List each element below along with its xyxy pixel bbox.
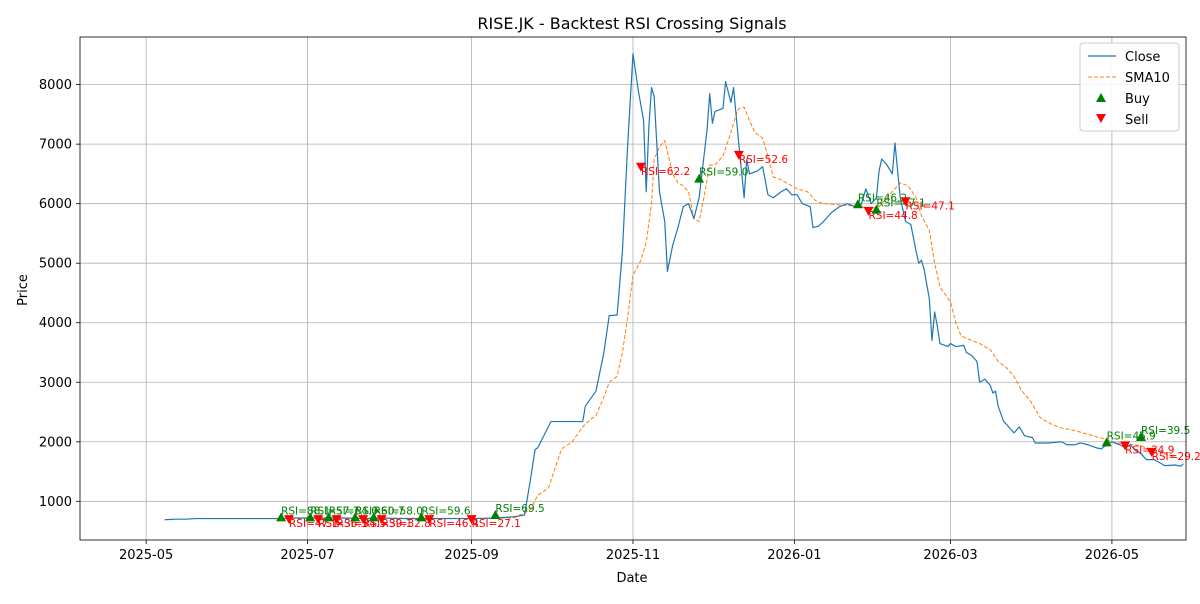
sell-marker (863, 206, 874, 216)
sell-rsi-label: RSI=62.2 (641, 166, 690, 178)
series-layer (164, 53, 1184, 521)
x-tick-label: 2025-09 (444, 548, 498, 563)
x-tick-label: 2026-05 (1085, 548, 1139, 563)
buy-rsi-label: RSI=64.0 (329, 505, 378, 517)
sell-marker (1146, 447, 1157, 457)
buy-rsi-label: RSI=47.1 (876, 198, 925, 210)
buy-rsi-label: RSI=39.5 (1141, 425, 1190, 437)
y-tick-label: 8000 (39, 78, 72, 93)
sell-marker (900, 197, 911, 207)
sell-marker (358, 515, 369, 525)
legend-sma-label: SMA10 (1125, 71, 1170, 86)
legend-buy-marker (1096, 93, 1106, 102)
buy-marker (1101, 437, 1112, 447)
sell-rsi-label: RSI=29.2 (1152, 451, 1200, 463)
sell-marker (331, 515, 342, 525)
buy-marker (490, 509, 501, 519)
x-tick-label: 2025-05 (119, 548, 173, 563)
buy-rsi-label: RSI=60.7 (355, 505, 404, 517)
legend-close-label: Close (1125, 50, 1160, 65)
signal-layer: RSI=88.1RSI=47.1RSI=57.7RSI=36.3RSI=64.0… (276, 150, 1200, 530)
sell-marker (733, 150, 744, 160)
y-tick-label: 2000 (39, 435, 72, 450)
buy-marker (276, 512, 287, 522)
legend: Close SMA10 Buy Sell (1079, 42, 1180, 132)
x-axis: 2025-05 2025-07 2025-09 2025-11 2026-01 2026-… (119, 540, 1139, 563)
grid-layer (80, 37, 1186, 540)
x-axis-label: Date (616, 571, 647, 586)
buy-rsi-label: RSI=59.6 (421, 505, 471, 517)
legend-sell-label: Sell (1125, 113, 1148, 128)
sell-rsi-label: RSI=27.1 (472, 518, 521, 530)
sell-rsi-label: RSI=47.1 (906, 200, 955, 212)
buy-marker (1136, 432, 1147, 442)
legend-box (1079, 42, 1180, 132)
y-tick-label: 1000 (39, 495, 72, 510)
buy-rsi-label: RSI=46.2 (858, 192, 907, 204)
buy-marker (368, 512, 379, 522)
y-tick-label: 7000 (39, 138, 72, 153)
buy-marker (852, 199, 863, 209)
sell-marker (424, 515, 435, 525)
sell-rsi-label: RSI=52.6 (739, 154, 789, 166)
chart-title: RISE.JK - Backtest RSI Crossing Signals (477, 14, 786, 33)
x-tick-label: 2025-07 (280, 548, 334, 563)
sell-marker (376, 515, 387, 525)
buy-marker (694, 173, 705, 183)
buy-marker (350, 512, 361, 522)
buy-marker (305, 512, 316, 522)
y-tick-label: 5000 (39, 257, 72, 272)
legend-sell-marker (1096, 114, 1106, 123)
plot-area: RSI=88.1RSI=47.1RSI=57.7RSI=36.3RSI=64.0… (79, 36, 1200, 541)
sell-marker (466, 515, 477, 525)
buy-rsi-label: RSI=58.0 (374, 505, 423, 517)
buy-rsi-label: RSI=59.0 (699, 167, 748, 179)
sma10-line (207, 106, 1179, 520)
y-tick-label: 6000 (39, 197, 72, 212)
x-tick-label: 2026-03 (923, 548, 977, 563)
sell-rsi-label: RSI=46.4 (429, 518, 479, 530)
buy-marker (871, 204, 882, 214)
y-axis: 1000 2000 3000 4000 5000 6000 7000 8000 (39, 78, 80, 510)
buy-marker (323, 512, 334, 522)
buy-rsi-label: RSI=57.7 (310, 505, 359, 517)
sell-marker (1120, 441, 1131, 451)
legend-buy-label: Buy (1125, 92, 1150, 107)
x-tick-label: 2026-01 (767, 548, 821, 563)
y-axis-label: Price (16, 274, 31, 306)
y-tick-label: 3000 (39, 376, 72, 391)
close-line (164, 53, 1184, 521)
sell-marker (635, 162, 646, 172)
buy-marker (416, 512, 427, 522)
sell-marker (284, 515, 295, 525)
buy-rsi-label: RSI=88.1 (281, 505, 330, 517)
buy-rsi-label: RSI=69.5 (495, 503, 544, 515)
sell-marker (313, 515, 324, 525)
x-tick-label: 2025-11 (606, 548, 660, 563)
y-tick-label: 4000 (39, 316, 72, 331)
